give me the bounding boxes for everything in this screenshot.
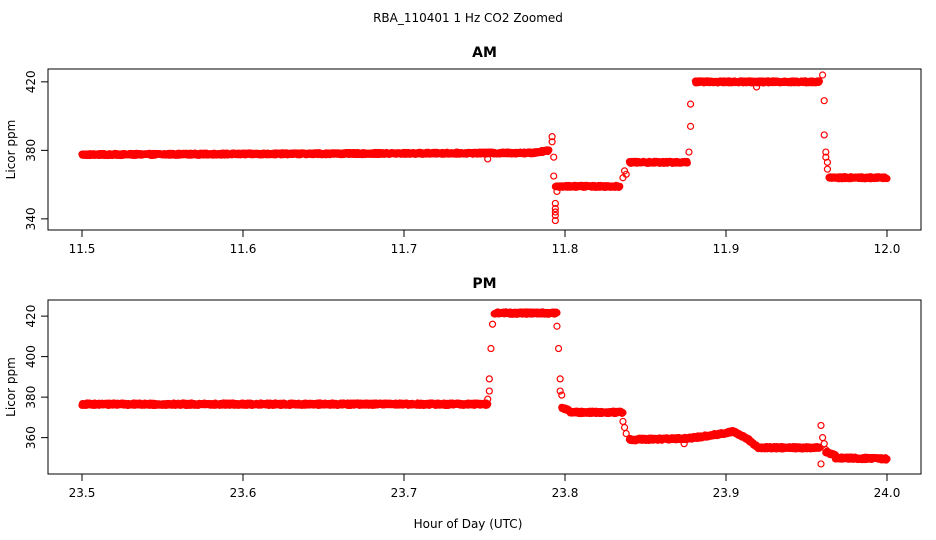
data-point [545,146,553,154]
am-plot-frame [47,68,922,231]
data-point [883,174,891,183]
data-point [822,446,830,454]
am-x-tick-label: 11.9 [713,242,740,256]
data-point [817,421,825,430]
data-point [550,172,558,180]
am-panel: AM 11.5 11.6 11.7 11.8 11.9 12.0 340 380 420 Licor… [4,45,922,256]
data-point [823,158,832,166]
x-axis-label: Hour of Day (UTC) [414,517,523,531]
am-y-axis-label: Licor ppm [4,120,18,180]
data-point [619,409,627,417]
data-point [553,187,561,196]
data-point [548,133,556,141]
pm-y-tick-label: 420 [24,305,38,328]
pm-y-tick-label: 380 [24,386,38,409]
data-point [820,131,828,139]
data-point [554,344,563,353]
am-x-tick-label: 11.6 [230,242,257,256]
data-point [686,100,695,108]
data-point [548,138,556,146]
data-point [556,387,564,395]
data-point [550,153,558,161]
data-point [815,443,823,451]
am-x-tick-label: 11.5 [69,242,96,256]
pm-x-tick-label: 23.7 [391,486,418,500]
am-y-tick-label: 420 [24,70,38,93]
data-point [685,148,693,156]
pm-x-tick-label: 23.6 [230,486,257,500]
data-point [551,208,559,216]
data-point [883,455,891,463]
data-point [683,159,691,167]
pm-plot-frame [47,299,922,475]
data-point [823,165,832,173]
data-point [484,395,492,403]
data-point [616,182,624,190]
data-point [551,199,559,208]
data-point [487,344,495,353]
data-point [686,122,695,130]
data-point [484,155,492,163]
am-panel-title: AM [472,45,497,61]
data-point [551,211,559,220]
pm-y-tick-label: 400 [24,345,38,368]
data-point [551,216,559,225]
pm-x-tick-label: 23.8 [552,486,579,500]
data-point [820,97,828,105]
data-point [752,83,761,91]
data-point [485,375,493,383]
pm-y-tick-label: 360 [24,426,38,449]
pm-x-tick-label: 24.0 [874,486,901,500]
data-point [818,71,827,79]
pm-y-axis-label: Licor ppm [4,357,18,417]
data-point [820,440,828,448]
am-data-series [78,71,891,225]
am-y-tick-label: 380 [24,139,38,162]
data-point [622,429,630,438]
am-x-tick-label: 11.7 [391,242,418,256]
data-point [822,148,830,156]
data-point [818,434,827,442]
pm-x-tick-label: 23.9 [713,486,740,500]
am-y-tick-label: 340 [24,207,38,230]
pm-data-series [78,308,891,468]
am-x-tick-label: 12.0 [874,242,901,256]
data-point [680,440,688,448]
data-point [619,417,627,426]
data-point [620,167,629,175]
pm-x-tick-label: 23.5 [69,486,96,500]
data-point [556,375,564,383]
data-point [817,460,825,468]
data-point [551,204,559,213]
data-point [488,320,497,328]
am-x-tick-label: 11.8 [552,242,579,256]
data-point [553,322,561,330]
pm-panel: PM 23.5 23.6 23.7 23.8 23.9 24.0 360 380 400 420 Li… [4,276,922,500]
data-point [815,77,823,85]
pm-panel-title: PM [472,276,496,292]
data-point [485,387,493,395]
data-point [484,400,492,408]
data-point [558,391,566,399]
data-point [622,170,630,178]
data-point [553,309,561,317]
figure-title: RBA_110401 1 Hz CO2 Zoomed [373,11,563,25]
data-point [620,423,629,432]
